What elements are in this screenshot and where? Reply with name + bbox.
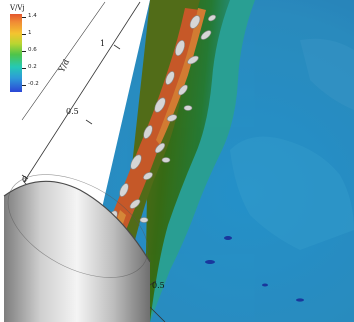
legend-label: 0.2: [28, 64, 37, 70]
y-axis: [21, 1, 141, 183]
legend-tick: [22, 17, 26, 18]
nozzle-cylinder: [3, 174, 151, 322]
legend-label: -0.2: [28, 81, 39, 87]
legend-title: V/Vj: [10, 4, 25, 12]
legend-tick: [22, 68, 26, 69]
x-tick-label: 0.5: [152, 281, 165, 290]
legend-colorbar: [10, 14, 22, 92]
legend-tick: [22, 34, 26, 35]
y-tick-label: 0.5: [66, 107, 79, 116]
y-tick-label: 1: [100, 39, 106, 48]
legend-label: 1: [28, 30, 32, 36]
legend-label: 0.6: [28, 47, 37, 53]
color-legend: V/Vj 1.4 1 0.6 0.2 -0.2: [4, 4, 64, 96]
legend-label: 1.4: [28, 13, 37, 19]
legend-tick: [22, 85, 26, 86]
y-tick-label: 0: [22, 175, 28, 184]
legend-tick: [22, 51, 26, 52]
